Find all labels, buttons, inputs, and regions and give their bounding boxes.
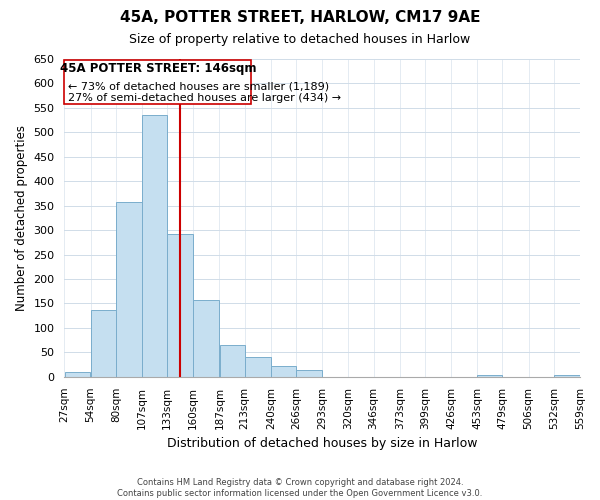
- Text: 45A POTTER STREET: 146sqm: 45A POTTER STREET: 146sqm: [59, 62, 256, 75]
- Bar: [65, 372, 91, 377]
- Text: 45A, POTTER STREET, HARLOW, CM17 9AE: 45A, POTTER STREET, HARLOW, CM17 9AE: [120, 10, 480, 25]
- Bar: [554, 375, 580, 377]
- Bar: [271, 366, 296, 377]
- Text: ← 73% of detached houses are smaller (1,189): ← 73% of detached houses are smaller (1,…: [68, 82, 329, 92]
- X-axis label: Distribution of detached houses by size in Harlow: Distribution of detached houses by size …: [167, 437, 478, 450]
- Text: Contains HM Land Registry data © Crown copyright and database right 2024.
Contai: Contains HM Land Registry data © Crown c…: [118, 478, 482, 498]
- Bar: [91, 310, 116, 377]
- Bar: [193, 300, 220, 377]
- Text: Size of property relative to detached houses in Harlow: Size of property relative to detached ho…: [130, 32, 470, 46]
- Bar: [116, 202, 142, 377]
- Bar: [64, 60, 251, 104]
- Y-axis label: Number of detached properties: Number of detached properties: [15, 125, 28, 311]
- Text: 27% of semi-detached houses are larger (434) →: 27% of semi-detached houses are larger (…: [68, 93, 341, 103]
- Bar: [245, 358, 271, 377]
- Bar: [478, 375, 502, 377]
- Bar: [220, 345, 245, 377]
- Bar: [167, 234, 193, 377]
- Bar: [296, 370, 322, 377]
- Bar: [142, 115, 167, 377]
